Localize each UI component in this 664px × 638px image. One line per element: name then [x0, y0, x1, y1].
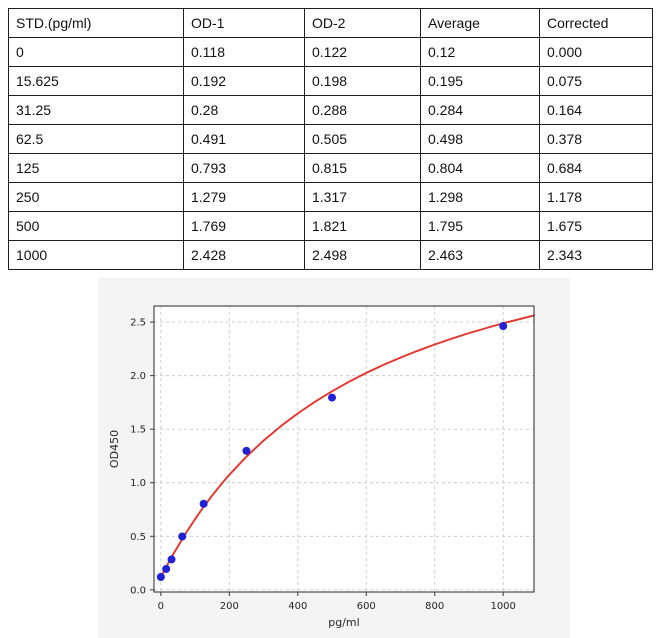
y-tick-label: 2.0 — [130, 371, 146, 382]
table-cell: 0.498 — [420, 124, 540, 154]
data-point — [167, 555, 176, 564]
standard-curve-chart: 0 200 400 600 800 1000 0.0 0.5 1.0 1.5 2.0 2.5 pg/ml… — [98, 278, 570, 638]
y-tick-label: 0.5 — [130, 532, 146, 543]
table-cell: 2.463 — [420, 240, 540, 270]
table-cell: 0.491 — [183, 124, 305, 154]
data-point — [499, 322, 508, 331]
table-cell: 1000 — [8, 240, 184, 270]
table-row: 0 0.118 0.122 0.12 0.000 — [8, 37, 653, 67]
table-cell: 0.288 — [304, 95, 421, 125]
plot-border — [153, 305, 535, 593]
plot-area — [154, 306, 534, 592]
table-row: 1000 2.428 2.498 2.463 2.343 — [8, 240, 653, 270]
y-tick-label: 2.5 — [130, 318, 146, 329]
data-point — [178, 532, 187, 541]
x-tick-label: 800 — [425, 601, 444, 612]
y-tick-label: 1.5 — [130, 425, 146, 436]
table-cell: 0.684 — [539, 153, 653, 183]
column-header: Corrected — [539, 8, 653, 38]
fit-curve — [159, 314, 535, 578]
table-cell: 0.192 — [183, 66, 305, 96]
table-cell: 250 — [8, 182, 184, 212]
table-cell: 1.298 — [420, 182, 540, 212]
table-cell: 2.428 — [183, 240, 305, 270]
y-axis-label: OD450 — [108, 430, 121, 468]
column-header: STD.(pg/ml) — [8, 8, 184, 38]
table-cell: 1.178 — [539, 182, 653, 212]
table-cell: 0.793 — [183, 153, 305, 183]
x-tick-label: 600 — [357, 601, 376, 612]
table-cell: 1.821 — [304, 211, 421, 241]
table-cell: 1.317 — [304, 182, 421, 212]
table-cell: 15.625 — [8, 66, 184, 96]
x-tick-label: 1000 — [490, 601, 515, 612]
table-row: 500 1.769 1.821 1.795 1.675 — [8, 211, 653, 241]
x-tick-label: 400 — [288, 601, 307, 612]
table-cell: 0.12 — [420, 37, 540, 67]
x-tick-label: 0 — [158, 601, 164, 612]
table-row: 250 1.279 1.317 1.298 1.178 — [8, 182, 653, 212]
table-cell: 0.118 — [183, 37, 305, 67]
x-tick-label: 200 — [220, 601, 239, 612]
table-cell: 0.804 — [420, 153, 540, 183]
table-cell: 0.000 — [539, 37, 653, 67]
table-cell: 62.5 — [8, 124, 184, 154]
table-cell: 0.198 — [304, 66, 421, 96]
table-cell: 0.378 — [539, 124, 653, 154]
table-cell: 1.675 — [539, 211, 653, 241]
table-cell: 125 — [8, 153, 184, 183]
table-cell: 500 — [8, 211, 184, 241]
table-row: 62.5 0.491 0.505 0.498 0.378 — [8, 124, 653, 154]
table-row: 31.25 0.28 0.288 0.284 0.164 — [8, 95, 653, 125]
table-cell: 0.505 — [304, 124, 421, 154]
table-cell: 0 — [8, 37, 184, 67]
y-tick-label: 1.0 — [130, 478, 146, 489]
table-cell: 1.279 — [183, 182, 305, 212]
table-cell: 31.25 — [8, 95, 184, 125]
column-header: Average — [420, 8, 540, 38]
table-row: 15.625 0.192 0.198 0.195 0.075 — [8, 66, 653, 96]
table-cell: 0.164 — [539, 95, 653, 125]
table-cell: 2.498 — [304, 240, 421, 270]
standards-table: STD.(pg/ml) OD-1 OD-2 Average Corrected 0 0.1… — [8, 8, 653, 270]
data-point — [242, 446, 251, 455]
x-axis-label: pg/ml — [328, 616, 359, 629]
data-point — [162, 564, 171, 573]
table-cell: 1.769 — [183, 211, 305, 241]
table-cell: 0.122 — [304, 37, 421, 67]
data-point — [199, 499, 208, 508]
data-point — [328, 393, 337, 402]
table-cell: 0.815 — [304, 153, 421, 183]
column-header: OD-1 — [183, 8, 305, 38]
table-header-row: STD.(pg/ml) OD-1 OD-2 Average Corrected — [8, 8, 653, 38]
table-cell: 0.195 — [420, 66, 540, 96]
data-point — [156, 573, 165, 582]
table-cell: 0.075 — [539, 66, 653, 96]
table-cell: 2.343 — [539, 240, 653, 270]
table-cell: 0.28 — [183, 95, 305, 125]
y-tick-label: 0.0 — [130, 585, 146, 596]
column-header: OD-2 — [304, 8, 421, 38]
table-cell: 0.284 — [420, 95, 540, 125]
standard-curve-figure: 0 200 400 600 800 1000 0.0 0.5 1.0 1.5 2.0 2.5 pg/ml… — [98, 278, 570, 638]
table-row: 125 0.793 0.815 0.804 0.684 — [8, 153, 653, 183]
table-cell: 1.795 — [420, 211, 540, 241]
